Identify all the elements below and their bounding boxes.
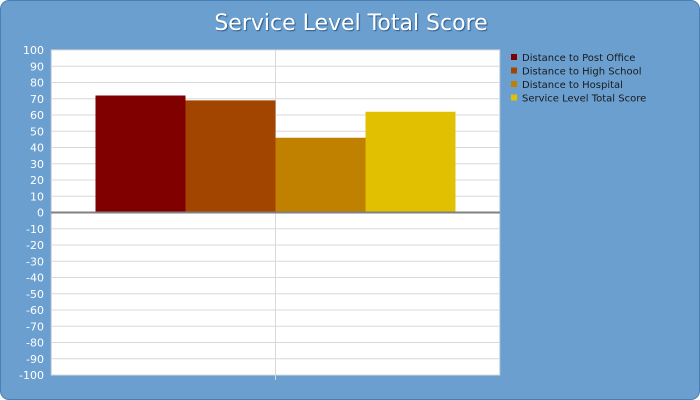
y-tick-label: 40 — [30, 142, 44, 155]
legend-swatch — [511, 81, 517, 87]
y-tick-label: 50 — [30, 125, 44, 138]
legend-swatch — [511, 54, 517, 60]
y-tick-label: -40 — [26, 272, 44, 285]
y-tick-label: 0 — [37, 207, 44, 220]
y-tick-label: -20 — [26, 239, 44, 252]
y-tick-label: 80 — [30, 77, 44, 90]
bar — [365, 111, 456, 213]
bar — [275, 137, 366, 213]
bar — [95, 95, 186, 213]
y-tick-label: 30 — [30, 158, 44, 171]
y-tick-label: 10 — [30, 190, 44, 203]
legend-swatch — [511, 94, 517, 101]
legend-label: Distance to Post Office — [522, 53, 635, 64]
y-tick-label: -90 — [26, 353, 44, 366]
y-tick-label: 70 — [30, 93, 44, 106]
legend-label: Service Level Total Score — [522, 94, 646, 105]
y-tick-label: -80 — [26, 337, 44, 350]
bar — [185, 100, 276, 213]
y-tick-label: -100 — [19, 369, 44, 382]
y-tick-label: -30 — [26, 255, 44, 268]
y-tick-label: 20 — [30, 174, 44, 187]
y-tick-label: 90 — [30, 60, 44, 73]
legend-label: Distance to Hospital — [522, 80, 623, 91]
y-tick-label: -60 — [26, 304, 44, 317]
y-tick-label: -70 — [26, 320, 44, 333]
y-tick-label: 60 — [30, 109, 44, 122]
legend-swatch — [511, 67, 517, 74]
y-tick-label: -50 — [26, 288, 44, 301]
chart-title: Service Level Total Score — [214, 11, 488, 36]
y-tick-label: -10 — [26, 223, 44, 236]
y-tick-label: 100 — [23, 44, 44, 57]
legend-label: Distance to High School — [522, 67, 641, 78]
